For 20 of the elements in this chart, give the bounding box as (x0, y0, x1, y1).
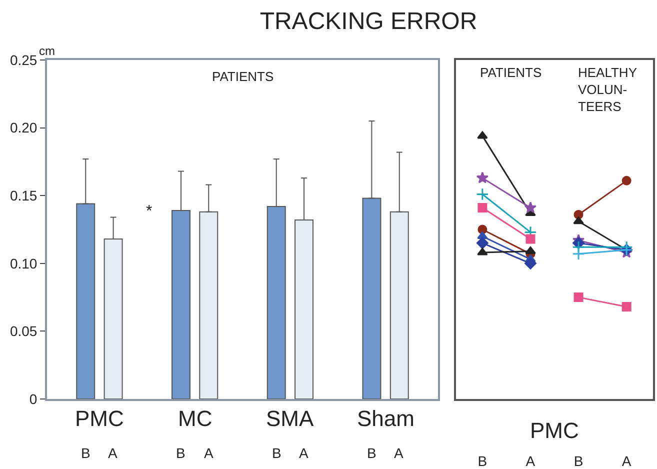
annotation: PATIENTS (212, 69, 274, 84)
x-tick-label: MC (178, 406, 212, 431)
x-tick-label: Sham (357, 406, 414, 431)
y-tick-label: 0.05 (10, 323, 38, 340)
annotation: * (146, 203, 152, 220)
chart-title: TRACKING ERROR (258, 8, 478, 36)
y-axis-title: cm (39, 44, 55, 58)
x-tick-label: SMA (266, 406, 314, 431)
annotation: PATIENTS (480, 65, 542, 80)
x-tick-label: B (574, 452, 584, 469)
x-tick-label: A (526, 452, 536, 469)
x-tick-label: PMC (75, 406, 124, 431)
y-tick-label: 0.25 (10, 52, 38, 68)
x-tick-label: A (622, 452, 632, 469)
y-tick-label: 0.10 (10, 255, 38, 272)
annotation: HEALTHY VOLUN- TEERS (578, 65, 638, 114)
y-tick-label: 0.15 (10, 188, 38, 204)
y-tick-label: 0.20 (10, 120, 38, 136)
x-tick-label: B (478, 452, 488, 469)
y-tick-label: 0 (29, 390, 38, 407)
